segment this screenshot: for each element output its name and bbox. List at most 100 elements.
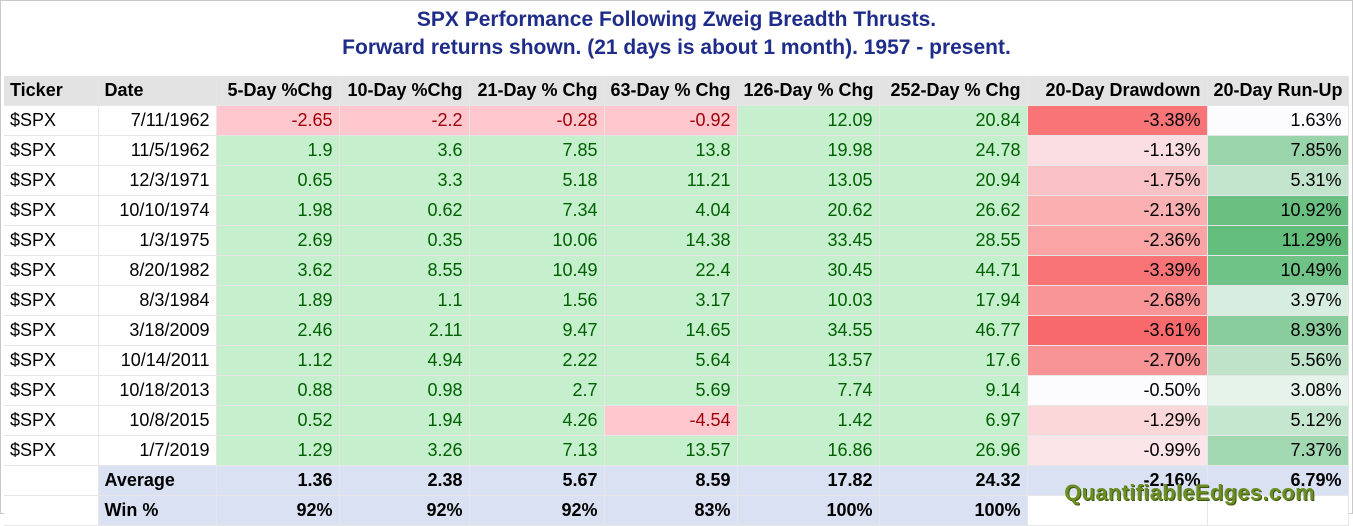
title-line-2: Forward returns shown. (21 days is about… <box>342 36 1011 59</box>
cell-runup: 7.85% <box>1207 135 1349 166</box>
cell-5day: 0.88 <box>216 375 340 406</box>
cell-date: 10/10/1974 <box>98 195 217 226</box>
summary-cell-drawdown: -2.16% <box>1027 465 1208 496</box>
cell-5day: 0.52 <box>216 405 340 436</box>
table-row: $SPX 10/14/2011 1.12 4.94 2.22 5.64 13.57 17.6-… <box>4 345 1349 376</box>
cell-runup: 5.31% <box>1207 165 1349 196</box>
summary-cell-5day: 92% <box>216 495 340 526</box>
summary-cell-126day: 17.82 <box>737 465 880 496</box>
cell-drawdown: -2.70% <box>1027 345 1208 376</box>
table-row: $SPX 3/18/2009 2.46 2.11 9.47 14.65 34.55 46.77… <box>4 315 1349 346</box>
cell-ticker: $SPX <box>4 165 99 196</box>
header-date: Date <box>98 76 217 106</box>
cell-drawdown: -0.50% <box>1027 375 1208 406</box>
cell-date: 7/11/1962 <box>98 105 217 136</box>
page-title: SPX Performance Following Zweig Breadth … <box>0 6 1353 62</box>
cell-ticker: $SPX <box>4 435 99 466</box>
cell-ticker: $SPX <box>4 345 99 376</box>
cell-5day: 1.9 <box>216 135 340 166</box>
results-table: Ticker Date 5-Day %Chg 10-Day %Chg 21-Da… <box>4 76 1349 526</box>
summary-cell-63day: 8.59 <box>604 465 738 496</box>
brand-watermark: QuantifiableEdges.com <box>1064 480 1315 505</box>
cell-10day: 4.94 <box>339 345 470 376</box>
cell-252day: 24.78 <box>879 135 1028 166</box>
summary-label: Win % <box>98 495 217 526</box>
cell-ticker: $SPX <box>4 225 99 256</box>
table-row: $SPX 10/8/2015 0.52 1.94 4.26 -4.54 1.42 6.97 -1… <box>4 405 1349 436</box>
cell-252day: 46.77 <box>879 315 1028 346</box>
cell-ticker-blank <box>4 465 99 496</box>
cell-drawdown: -3.61% <box>1027 315 1208 346</box>
cell-126day: 10.03 <box>737 285 880 316</box>
cell-drawdown: -2.68% <box>1027 285 1208 316</box>
table-row: $SPX 11/5/1962 1.9 3.6 7.85 13.8 19.98 24.78 -1.… <box>4 135 1349 166</box>
table-row: $SPX 8/3/1984 1.89 1.1 1.56 3.17 10.03 17.94 -2.… <box>4 285 1349 316</box>
cell-63day: 5.64 <box>604 345 738 376</box>
cell-drawdown: -3.38% <box>1027 105 1208 136</box>
cell-126day: 7.74 <box>737 375 880 406</box>
cell-ticker: $SPX <box>4 405 99 436</box>
cell-21day: 7.13 <box>469 435 605 466</box>
cell-drawdown: -1.75% <box>1027 165 1208 196</box>
cell-21day: 10.49 <box>469 255 605 286</box>
cell-63day: 22.4 <box>604 255 738 286</box>
cell-10day: 0.35 <box>339 225 470 256</box>
cell-date: 3/18/2009 <box>98 315 217 346</box>
cell-date: 11/5/1962 <box>98 135 217 166</box>
cell-252day: 17.94 <box>879 285 1028 316</box>
header-10day: 10-Day %Chg <box>339 76 470 106</box>
cell-10day: 3.3 <box>339 165 470 196</box>
cell-252day: 26.62 <box>879 195 1028 226</box>
cell-252day: 6.97 <box>879 405 1028 436</box>
cell-10day: 1.1 <box>339 285 470 316</box>
cell-5day: 1.98 <box>216 195 340 226</box>
cell-5day: 0.65 <box>216 165 340 196</box>
cell-date: 12/3/1971 <box>98 165 217 196</box>
cell-10day: 1.94 <box>339 405 470 436</box>
header-21day: 21-Day % Chg <box>469 76 605 106</box>
header-row: Ticker Date 5-Day %Chg 10-Day %Chg 21-Da… <box>4 76 1349 106</box>
cell-5day: 1.12 <box>216 345 340 376</box>
cell-252day: 26.96 <box>879 435 1028 466</box>
table-row: $SPX 7/11/1962 -2.65 -2.2 -0.28 -0.92 12.09 20.… <box>4 105 1349 136</box>
cell-63day: 14.65 <box>604 315 738 346</box>
cell-21day: 4.26 <box>469 405 605 436</box>
cell-runup: 7.37% <box>1207 435 1349 466</box>
cell-126day: 30.45 <box>737 255 880 286</box>
cell-5day: -2.65 <box>216 105 340 136</box>
cell-21day: 7.85 <box>469 135 605 166</box>
cell-5day: 3.62 <box>216 255 340 286</box>
cell-5day: 1.29 <box>216 435 340 466</box>
cell-63day: 14.38 <box>604 225 738 256</box>
cell-126day: 33.45 <box>737 225 880 256</box>
cell-126day: 19.98 <box>737 135 880 166</box>
cell-ticker: $SPX <box>4 285 99 316</box>
cell-10day: 3.26 <box>339 435 470 466</box>
header-63day: 63-Day % Chg <box>604 76 738 106</box>
cell-ticker: $SPX <box>4 135 99 166</box>
cell-runup: 10.49% <box>1207 255 1349 286</box>
title-line-1: SPX Performance Following Zweig Breadth … <box>416 8 937 31</box>
cell-63day: 13.57 <box>604 435 738 466</box>
cell-10day: 8.55 <box>339 255 470 286</box>
cell-10day: 0.62 <box>339 195 470 226</box>
cell-21day: 2.7 <box>469 375 605 406</box>
cell-126day: 13.57 <box>737 345 880 376</box>
cell-252day: 17.6 <box>879 345 1028 376</box>
cell-date: 10/8/2015 <box>98 405 217 436</box>
table-row: $SPX 12/3/1971 0.65 3.3 5.18 11.21 13.05 20.94-… <box>4 165 1349 196</box>
cell-21day: 10.06 <box>469 225 605 256</box>
header-drawdown: 20-Day Drawdown <box>1027 76 1208 106</box>
cell-21day: 9.47 <box>469 315 605 346</box>
cell-126day: 16.86 <box>737 435 880 466</box>
cell-63day: -4.54 <box>604 405 738 436</box>
cell-date: 1/3/1975 <box>98 225 217 256</box>
cell-date: 10/18/2013 <box>98 375 217 406</box>
cell-ticker: $SPX <box>4 255 99 286</box>
cell-drawdown: -1.13% <box>1027 135 1208 166</box>
cell-drawdown: -2.36% <box>1027 225 1208 256</box>
cell-drawdown: -2.13% <box>1027 195 1208 226</box>
summary-cell-63day: 83% <box>604 495 738 526</box>
cell-10day: -2.2 <box>339 105 470 136</box>
cell-5day: 2.69 <box>216 225 340 256</box>
